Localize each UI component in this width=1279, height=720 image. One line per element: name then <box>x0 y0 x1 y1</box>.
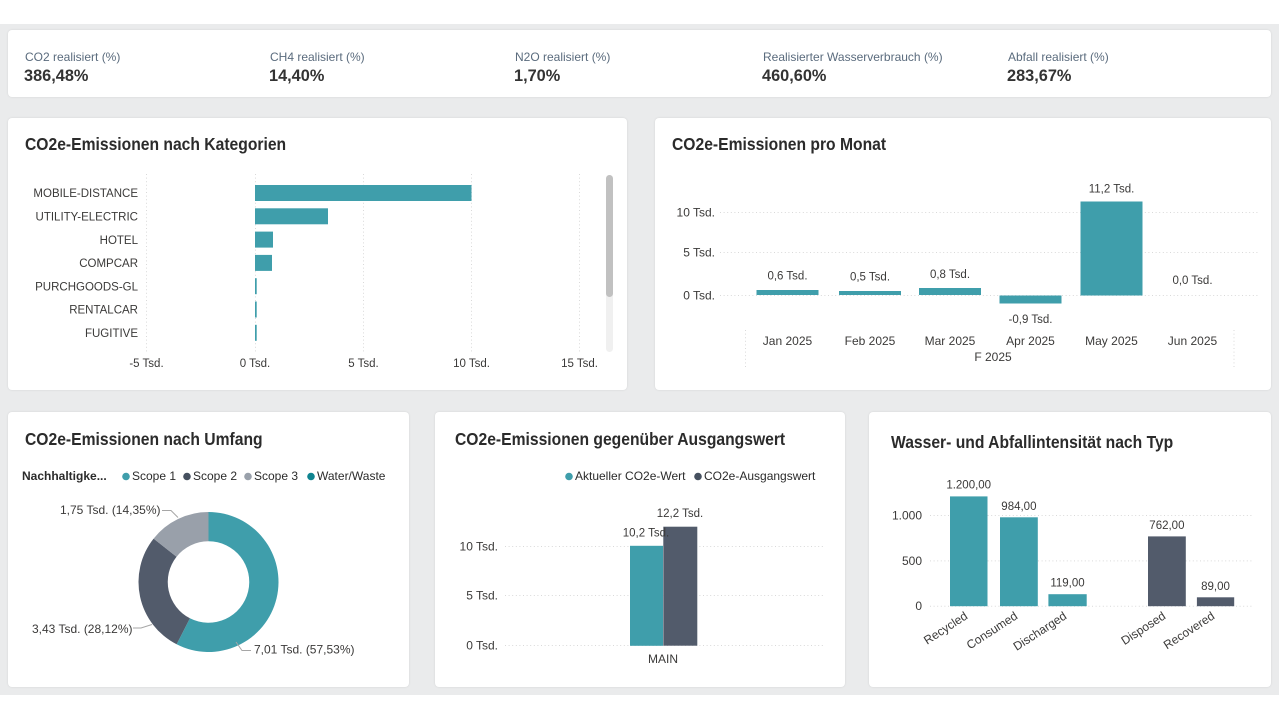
svg-text:11,2 Tsd.: 11,2 Tsd. <box>1089 184 1135 196</box>
svg-text:1.000: 1.000 <box>892 509 922 523</box>
svg-text:762,00: 762,00 <box>1149 520 1184 532</box>
svg-text:Discharged: Discharged <box>1011 609 1070 654</box>
svg-text:500: 500 <box>902 554 922 568</box>
svg-text:10,2 Tsd.: 10,2 Tsd. <box>623 528 669 540</box>
svg-text:10 Tsd.: 10 Tsd. <box>677 206 715 220</box>
svg-text:Nachhaltigke...: Nachhaltigke... <box>22 469 107 483</box>
svg-text:10 Tsd.: 10 Tsd. <box>453 358 490 370</box>
svg-text:0 Tsd.: 0 Tsd. <box>683 289 715 303</box>
svg-text:984,00: 984,00 <box>1001 501 1036 513</box>
svg-text:5 Tsd.: 5 Tsd. <box>348 358 378 370</box>
svg-text:UTILITY-ELECTRIC: UTILITY-ELECTRIC <box>36 212 138 224</box>
svg-text:12,2 Tsd.: 12,2 Tsd. <box>657 508 703 520</box>
svg-text:Feb 2025: Feb 2025 <box>845 334 896 348</box>
svg-text:MAIN: MAIN <box>648 652 678 666</box>
svg-text:Jun 2025: Jun 2025 <box>1168 334 1218 348</box>
svg-text:-5 Tsd.: -5 Tsd. <box>129 358 163 370</box>
svg-text:0,5 Tsd.: 0,5 Tsd. <box>850 272 890 284</box>
svg-text:0 Tsd.: 0 Tsd. <box>240 358 270 370</box>
svg-text:Recycled: Recycled <box>921 609 970 648</box>
svg-text:0: 0 <box>915 599 922 613</box>
svg-text:PURCHGOODS-GL: PURCHGOODS-GL <box>35 281 138 293</box>
svg-text:15 Tsd.: 15 Tsd. <box>561 358 598 370</box>
svg-text:10 Tsd.: 10 Tsd. <box>460 540 498 554</box>
svg-text:Consumed: Consumed <box>964 609 1020 652</box>
svg-text:COMPCAR: COMPCAR <box>79 258 138 270</box>
svg-text:119,00: 119,00 <box>1050 577 1084 589</box>
svg-text:1.200,00: 1.200,00 <box>946 479 991 491</box>
svg-text:0,0 Tsd.: 0,0 Tsd. <box>1172 275 1212 287</box>
svg-text:MOBILE-DISTANCE: MOBILE-DISTANCE <box>33 188 138 200</box>
svg-text:0,8 Tsd.: 0,8 Tsd. <box>930 269 970 281</box>
svg-text:F 2025: F 2025 <box>974 350 1012 364</box>
svg-text:0,6 Tsd.: 0,6 Tsd. <box>767 271 807 283</box>
svg-text:Apr 2025: Apr 2025 <box>1006 334 1055 348</box>
svg-text:May 2025: May 2025 <box>1085 334 1138 348</box>
svg-text:89,00: 89,00 <box>1201 581 1230 593</box>
svg-text:Mar 2025: Mar 2025 <box>925 334 976 348</box>
svg-text:1,75 Tsd. (14,35%): 1,75 Tsd. (14,35%) <box>60 503 161 517</box>
svg-text:HOTEL: HOTEL <box>100 235 139 247</box>
svg-text:5 Tsd.: 5 Tsd. <box>466 589 498 603</box>
svg-text:Scope 2: Scope 2 <box>193 469 237 483</box>
svg-text:0 Tsd.: 0 Tsd. <box>466 639 498 653</box>
svg-text:5 Tsd.: 5 Tsd. <box>683 246 715 260</box>
svg-text:RENTALCAR: RENTALCAR <box>69 305 138 317</box>
svg-text:Jan 2025: Jan 2025 <box>763 334 813 348</box>
svg-text:Water/Waste: Water/Waste <box>317 469 386 483</box>
svg-text:Recovered: Recovered <box>1161 609 1217 652</box>
svg-text:CO2e-Ausgangswert: CO2e-Ausgangswert <box>704 469 816 483</box>
svg-text:Scope 3: Scope 3 <box>254 469 298 483</box>
svg-text:Aktueller CO2e-Wert: Aktueller CO2e-Wert <box>575 469 686 483</box>
svg-text:-0,9 Tsd.: -0,9 Tsd. <box>1009 314 1053 326</box>
svg-text:Scope 1: Scope 1 <box>132 469 176 483</box>
svg-text:3,43 Tsd. (28,12%): 3,43 Tsd. (28,12%) <box>32 622 133 636</box>
svg-text:7,01 Tsd. (57,53%): 7,01 Tsd. (57,53%) <box>254 643 355 657</box>
svg-text:FUGITIVE: FUGITIVE <box>85 328 138 340</box>
